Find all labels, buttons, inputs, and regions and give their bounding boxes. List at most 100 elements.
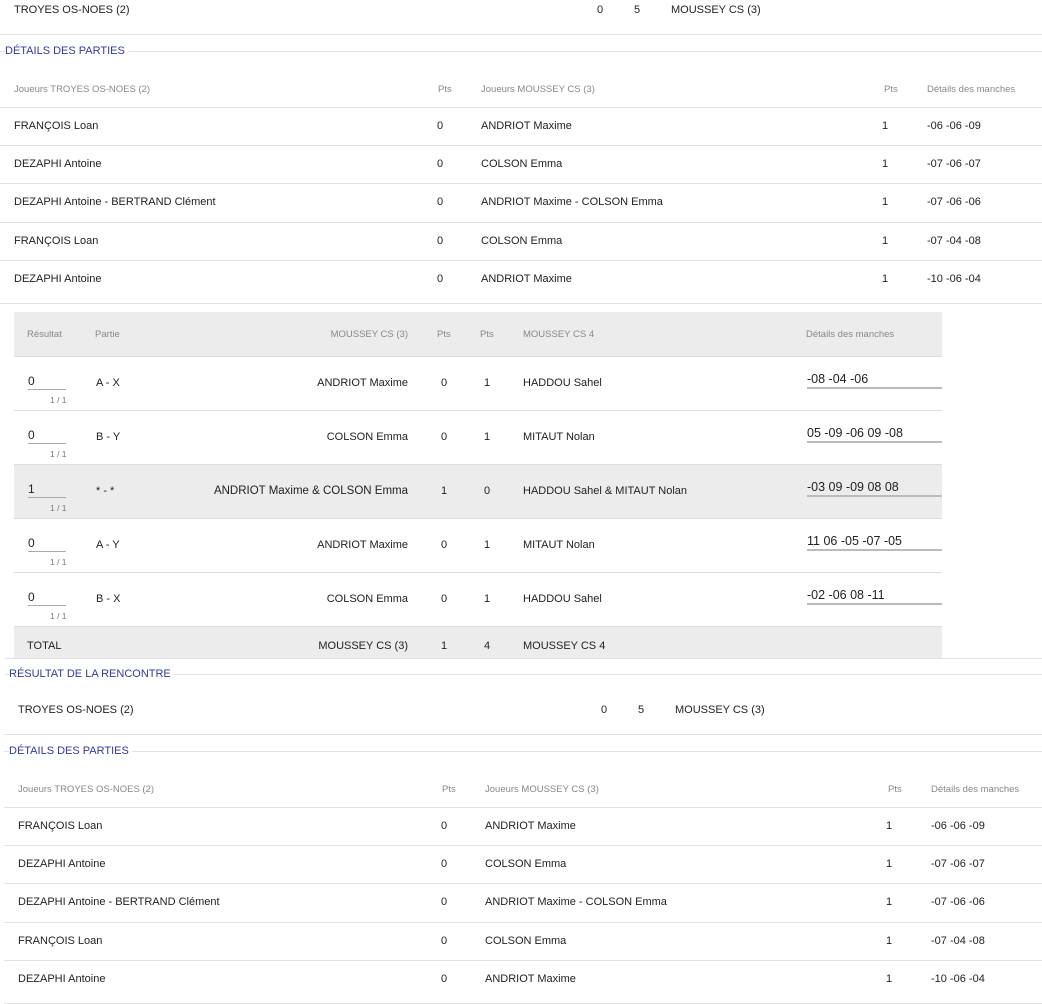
header-home-pts: Pts xyxy=(442,784,456,795)
away-pts: 1 xyxy=(886,973,893,985)
home-score: 0 xyxy=(601,704,608,716)
sets-input[interactable]: -08 -04 -06 xyxy=(807,372,942,389)
divider xyxy=(4,734,1042,735)
header-partie: Partie xyxy=(95,329,120,340)
home-player: DEZAPHI Antoine xyxy=(14,273,102,285)
home-player: FRANÇOIS Loan xyxy=(18,820,103,832)
pts-b: 1 xyxy=(484,593,491,605)
home-pts: 0 xyxy=(441,973,448,985)
pts-b: 1 xyxy=(484,539,491,551)
total-pts-a: 1 xyxy=(441,640,448,652)
home-player: DEZAPHI Antoine - BERTRAND Clément xyxy=(14,196,216,208)
section-legend: DÉTAILS DES PARTIES xyxy=(9,745,132,757)
divider xyxy=(4,883,1042,884)
home-player: DEZAPHI Antoine - BERTRAND Clément xyxy=(18,896,220,908)
player-a: ANDRIOT Maxime & COLSON Emma xyxy=(213,485,408,497)
sets-input[interactable]: 05 -09 -06 09 -08 xyxy=(807,426,942,443)
away-score: 5 xyxy=(634,4,641,16)
home-team: TROYES OS-NOES (2) xyxy=(18,704,134,716)
home-pts: 0 xyxy=(437,158,444,170)
header-team-b: MOUSSEY CS 4 xyxy=(523,329,595,340)
away-player: ANDRIOT Maxime - COLSON Emma xyxy=(481,196,663,208)
sets-detail: -07 -06 -06 xyxy=(931,896,985,908)
divider xyxy=(4,960,1042,961)
divider xyxy=(5,658,1042,659)
pts-a: 1 xyxy=(441,485,448,497)
away-player: COLSON Emma xyxy=(481,235,563,247)
header-away-players: Joueurs MOUSSEY CS (3) xyxy=(481,84,595,95)
pts-a: 0 xyxy=(441,539,448,551)
result-input[interactable]: 1 xyxy=(28,482,66,498)
player-b: HADDOU Sahel xyxy=(523,593,602,605)
header-result: Résultat xyxy=(27,329,62,340)
divider xyxy=(5,674,1042,675)
away-player: ANDRIOT Maxime xyxy=(485,820,576,832)
home-pts: 0 xyxy=(437,196,444,208)
player-a: COLSON Emma xyxy=(326,593,408,605)
away-player: ANDRIOT Maxime xyxy=(481,273,572,285)
home-player: FRANÇOIS Loan xyxy=(14,120,99,132)
total-team-b: MOUSSEY CS 4 xyxy=(523,640,606,652)
sets-detail: -07 -04 -08 xyxy=(927,235,981,247)
divider xyxy=(0,183,1042,184)
away-player: COLSON Emma xyxy=(485,858,567,870)
home-player: FRANÇOIS Loan xyxy=(18,935,103,947)
result-fraction: 1 / 1 xyxy=(50,557,67,567)
sets-detail: -10 -06 -04 xyxy=(931,973,985,985)
partie-label: A - Y xyxy=(96,539,120,551)
result-input[interactable]: 0 xyxy=(28,590,66,606)
home-pts: 0 xyxy=(437,120,444,132)
partie-label: B - X xyxy=(96,593,121,605)
result-fraction: 1 / 1 xyxy=(50,395,67,405)
pts-a: 0 xyxy=(441,431,448,443)
game-row: 0 1 / 1 B - X COLSON Emma 0 1 HADDOU Sahel -02 … xyxy=(14,573,942,627)
header-pts-b: Pts xyxy=(480,329,494,340)
divider xyxy=(0,222,1042,223)
player-b: HADDOU Sahel xyxy=(523,377,602,389)
partie-label: A - X xyxy=(96,377,120,389)
player-b: MITAUT Nolan xyxy=(523,431,595,443)
header-away-pts: Pts xyxy=(888,784,902,795)
away-team: MOUSSEY CS (3) xyxy=(675,704,765,716)
pts-a: 0 xyxy=(441,377,448,389)
total-team-a: MOUSSEY CS (3) xyxy=(318,640,408,652)
result-fraction: 1 / 1 xyxy=(50,449,67,459)
sets-detail: -06 -06 -09 xyxy=(931,820,985,832)
away-player: COLSON Emma xyxy=(481,158,563,170)
header-sets: Détails des manches xyxy=(806,329,895,340)
divider xyxy=(4,751,1042,752)
away-pts: 1 xyxy=(886,820,893,832)
pts-b: 0 xyxy=(484,485,491,497)
divider xyxy=(0,51,1042,52)
header-pts-a: Pts xyxy=(437,329,451,340)
home-player: DEZAPHI Antoine xyxy=(14,158,102,170)
header-home-players: Joueurs TROYES OS-NOES (2) xyxy=(18,784,155,795)
table-header: Résultat Partie MOUSSEY CS (3) Pts Pts MOUSSE… xyxy=(14,312,942,357)
result-input[interactable]: 0 xyxy=(28,374,66,390)
game-row: 0 1 / 1 A - Y ANDRIOT Maxime 0 1 MITAUT Nolan 1… xyxy=(14,519,942,573)
result-input[interactable]: 0 xyxy=(28,536,66,552)
divider xyxy=(0,260,1042,261)
sets-detail: -07 -04 -08 xyxy=(931,935,985,947)
header-sets: Détails des manches xyxy=(927,84,1016,95)
partie-label: * - * xyxy=(96,485,115,497)
divider xyxy=(0,107,1042,108)
away-score: 5 xyxy=(638,704,645,716)
sets-input[interactable]: -02 -06 08 -11 xyxy=(807,588,942,605)
home-player: DEZAPHI Antoine xyxy=(18,858,106,870)
sets-input[interactable]: -03 09 -09 08 08 xyxy=(807,480,942,497)
sets-input[interactable]: 11 06 -05 -07 -05 xyxy=(807,534,942,551)
pts-b: 1 xyxy=(484,431,491,443)
header-away-pts: Pts xyxy=(884,84,898,95)
divider xyxy=(0,34,1042,35)
result-input[interactable]: 0 xyxy=(28,428,66,444)
player-a: COLSON Emma xyxy=(326,431,408,443)
home-pts: 0 xyxy=(441,820,448,832)
away-player: ANDRIOT Maxime - COLSON Emma xyxy=(485,896,667,908)
header-home-players: Joueurs TROYES OS-NOES (2) xyxy=(14,84,151,95)
home-pts: 0 xyxy=(441,935,448,947)
away-pts: 1 xyxy=(886,858,893,870)
home-team: TROYES OS-NOES (2) xyxy=(14,4,130,16)
home-score: 0 xyxy=(597,4,604,16)
home-pts: 0 xyxy=(437,273,444,285)
